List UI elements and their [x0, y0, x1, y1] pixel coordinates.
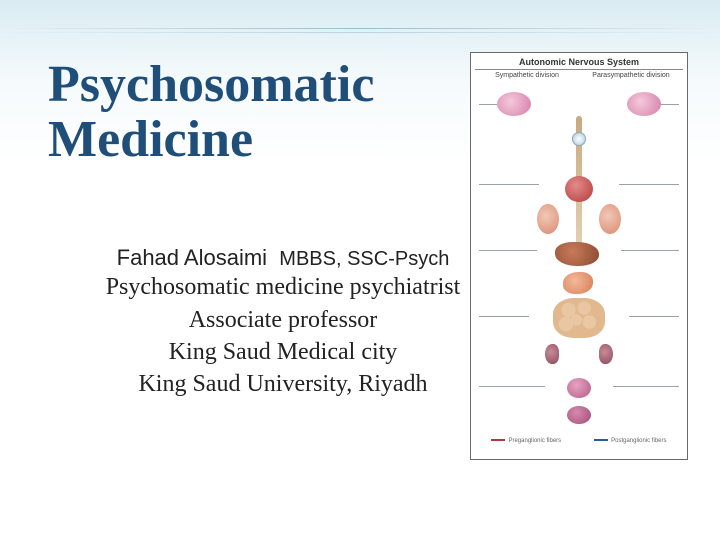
nerve-lead-icon [479, 316, 529, 317]
nerve-lead-icon [479, 386, 545, 387]
lung-right-icon [599, 204, 621, 234]
brain-left-icon [497, 92, 531, 116]
author-affiliation-1: King Saud Medical city [48, 336, 518, 368]
figure-col-right: Parasympathetic division [579, 72, 683, 86]
figure-column-headers: Sympathetic division Parasympathetic div… [475, 72, 683, 86]
intestine-icon [553, 298, 605, 338]
nerve-lead-icon [613, 386, 679, 387]
stomach-icon [563, 272, 593, 294]
kidney-left-icon [545, 344, 559, 364]
figure-legend: Preganglionic fibers Postganglionic fibe… [475, 438, 683, 444]
author-block: Fahad Alosaimi MBBS, SSC-Psych Psychosom… [48, 245, 518, 401]
author-affiliation-2: King Saud University, Riyadh [48, 368, 518, 400]
figure-col-left: Sympathetic division [475, 72, 579, 86]
author-role-2: Associate professor [48, 304, 518, 336]
nerve-lead-icon [621, 250, 679, 251]
legend-right: Postganglionic fibers [594, 438, 666, 444]
title-line-2: Medicine [48, 111, 253, 168]
slide-title: Psychosomatic Medicine [48, 58, 478, 167]
nerve-lead-icon [479, 250, 537, 251]
lung-left-icon [537, 204, 559, 234]
anatomy-figure: Autonomic Nervous System Sympathetic div… [470, 52, 688, 460]
nerve-lead-icon [629, 316, 679, 317]
nerve-lead-icon [619, 184, 679, 185]
eye-icon [572, 132, 586, 146]
brain-right-icon [627, 92, 661, 116]
nerve-lead-icon [479, 104, 497, 105]
legend-left: Preganglionic fibers [491, 438, 561, 444]
liver-icon [555, 242, 599, 266]
author-role-1: Psychosomatic medicine psychiatrist [48, 271, 518, 303]
kidney-right-icon [599, 344, 613, 364]
slide: Psychosomatic Medicine Fahad Alosaimi MB… [0, 0, 720, 540]
reproductive-icon [567, 406, 591, 424]
figure-body: Preganglionic fibers Postganglionic fibe… [475, 86, 683, 446]
nerve-lead-icon [479, 184, 539, 185]
figure-title: Autonomic Nervous System [475, 57, 683, 70]
author-credentials: MBBS, SSC-Psych [279, 248, 449, 270]
bladder-icon [567, 378, 591, 398]
nerve-lead-icon [661, 104, 679, 105]
author-name-line: Fahad Alosaimi MBBS, SSC-Psych [48, 245, 518, 271]
title-line-1: Psychosomatic [48, 56, 374, 113]
heart-icon [565, 176, 593, 202]
author-name: Fahad Alosaimi [117, 245, 267, 270]
